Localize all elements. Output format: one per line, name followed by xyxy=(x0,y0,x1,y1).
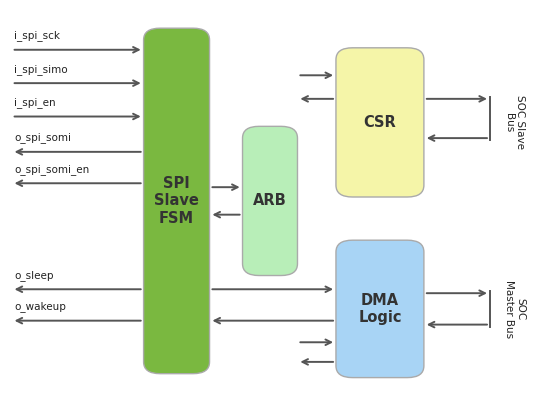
FancyBboxPatch shape xyxy=(336,240,424,377)
Text: SPI
Slave
FSM: SPI Slave FSM xyxy=(154,176,199,226)
Text: o_sleep: o_sleep xyxy=(14,270,54,281)
FancyBboxPatch shape xyxy=(336,48,424,197)
Text: CSR: CSR xyxy=(364,115,396,130)
FancyBboxPatch shape xyxy=(144,28,209,374)
Text: SOC
Master Bus: SOC Master Bus xyxy=(504,280,525,338)
Text: SOC Slave
Bus: SOC Slave Bus xyxy=(504,95,525,149)
Text: i_spi_en: i_spi_en xyxy=(14,97,56,108)
Text: i_spi_simo: i_spi_simo xyxy=(14,63,68,74)
Text: o_spi_somi: o_spi_somi xyxy=(14,132,72,143)
Text: ARB: ARB xyxy=(253,193,287,208)
Text: DMA
Logic: DMA Logic xyxy=(358,293,402,325)
FancyBboxPatch shape xyxy=(242,126,298,275)
Text: i_spi_sck: i_spi_sck xyxy=(14,30,61,41)
Text: o_spi_somi_en: o_spi_somi_en xyxy=(14,164,90,175)
Text: o_wakeup: o_wakeup xyxy=(14,301,66,312)
